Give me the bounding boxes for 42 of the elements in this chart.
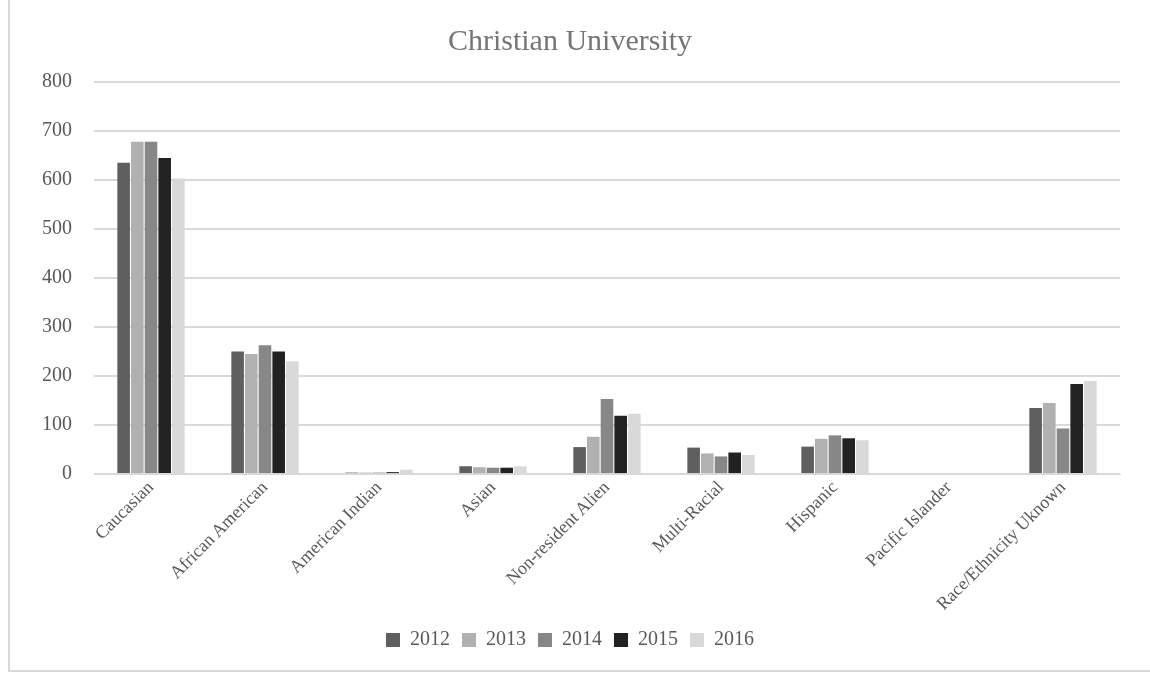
bar [500,467,513,474]
legend-label: 2012 [410,627,450,650]
chart-title: Christian University [447,22,693,56]
y-tick-label: 700 [42,118,72,141]
bar [459,466,472,474]
y-tick-label: 500 [42,216,72,239]
bar [687,447,700,474]
bar [117,162,130,474]
bar [473,467,486,474]
y-tick-label: 300 [42,314,72,337]
bar [258,345,272,474]
bar [245,354,258,474]
y-tick-label: 400 [42,265,72,288]
legend-label: 2013 [486,627,526,650]
bar [272,351,285,474]
bar [714,456,728,474]
bar [144,141,158,474]
bar [1029,407,1042,474]
bar [614,415,627,474]
bar [701,453,714,474]
legend-label: 2016 [714,627,754,650]
y-tick-label: 800 [42,69,72,92]
bar [728,452,741,474]
bar [158,157,171,474]
bar [1056,428,1070,474]
legend-label: 2015 [638,627,678,650]
y-tick-label: 0 [62,461,72,484]
bar [131,141,144,474]
bar [1070,383,1083,474]
bar [600,399,614,474]
bar [815,438,828,474]
bar [231,351,244,474]
bar [842,438,855,474]
legend-label: 2014 [562,627,602,650]
bar [587,436,600,474]
y-tick-label: 600 [42,167,72,190]
y-tick-label: 200 [42,363,72,386]
bar [1043,403,1056,474]
bar [828,435,842,474]
y-tick-label: 100 [42,412,72,435]
bar [573,447,586,474]
bar [801,446,814,474]
